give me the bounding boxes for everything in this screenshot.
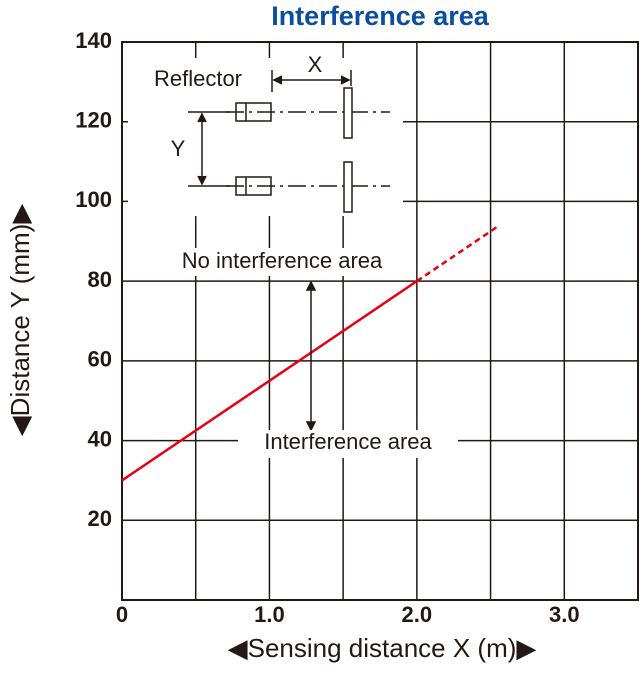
y-tick-label: 80 — [88, 267, 112, 292]
plot-marks — [121, 225, 499, 482]
annotation: No interference area — [182, 248, 383, 273]
inset-background — [128, 58, 403, 216]
y-tick-label: 20 — [88, 506, 112, 531]
data-line — [121, 280, 418, 482]
annotation-background — [150, 248, 412, 276]
x-tick-label: 3.0 — [549, 602, 580, 627]
annotation-arrow — [305, 280, 317, 432]
annotation: Interference area — [264, 429, 432, 454]
y-tick-label: 140 — [75, 28, 112, 53]
x-tick-label: 0 — [116, 602, 128, 627]
annotation-background — [238, 430, 458, 458]
y-tick-label: 100 — [75, 187, 112, 212]
y-tick-label: 40 — [88, 426, 112, 451]
chart-title: Interference area — [271, 1, 490, 31]
x-tick-label: 1.0 — [254, 602, 285, 627]
x-axis-label: ◀Sensing distance X (m)▶ — [228, 633, 537, 663]
y-axis-label: ◀Distance Y (mm)▶ — [5, 204, 35, 437]
reflector-label: Reflector — [154, 66, 242, 91]
y-dimension-label: Y — [171, 136, 186, 161]
x-dimension-label: X — [308, 52, 323, 77]
inset-diagram: Reflector X Y — [128, 52, 403, 216]
y-tick-label: 60 — [88, 347, 112, 372]
plot-frame — [121, 41, 639, 601]
data-line — [416, 225, 499, 283]
grid: 20 40 60 80 100 120 140 0 1.0 2.0 3.0 — [75, 28, 639, 627]
y-tick-label: 120 — [75, 108, 112, 133]
inset-shapes — [188, 70, 390, 213]
x-tick-label: 2.0 — [402, 602, 433, 627]
